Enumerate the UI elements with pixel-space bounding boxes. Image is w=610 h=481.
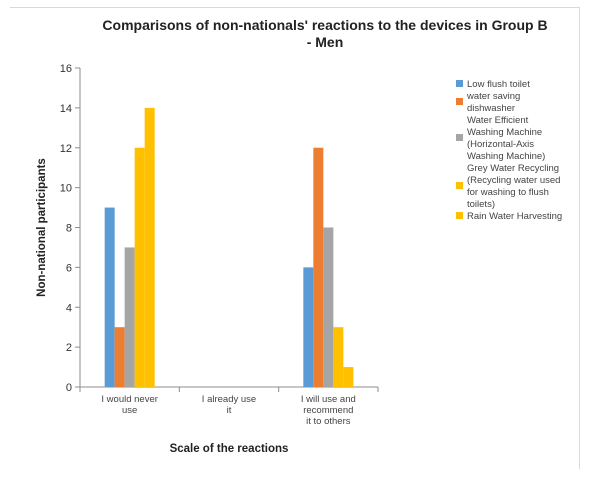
legend-label: for washing to flush — [467, 187, 549, 198]
legend-label: Washing Machine — [467, 127, 542, 138]
bar — [333, 327, 344, 387]
bar — [104, 207, 115, 387]
legend-label: toilets) — [467, 199, 495, 210]
legend-label: Water Efficient — [467, 115, 529, 126]
x-tick-label: I will use and — [301, 394, 356, 405]
y-tick-label: 8 — [66, 223, 72, 235]
legend-label: Low flush toilet — [467, 79, 530, 90]
legend-label: water saving — [466, 91, 520, 102]
legend-swatch — [456, 134, 463, 141]
y-tick-label: 16 — [60, 63, 72, 75]
legend-label: Grey Water Recycling — [467, 163, 559, 174]
legend-swatch — [456, 212, 463, 219]
chart-title-line: - Men — [307, 34, 344, 50]
legend-label: dishwasher — [467, 103, 515, 114]
chart-title-line: Comparisons of non-nationals' reactions … — [102, 17, 547, 33]
chart-frame — [10, 7, 580, 469]
legend-label: (Recycling water used — [467, 175, 560, 186]
legend-swatch — [456, 182, 463, 189]
bar — [323, 227, 334, 387]
x-tick-label: recommend — [303, 405, 353, 416]
y-tick-label: 10 — [60, 183, 72, 195]
x-tick-label: I already use — [202, 394, 256, 405]
bar — [303, 267, 314, 387]
legend-swatch — [456, 80, 463, 87]
y-tick-label: 14 — [60, 103, 72, 115]
x-tick-label: use — [122, 405, 137, 416]
y-axis-title: Non-national participants — [36, 158, 48, 297]
x-tick-label: it to others — [306, 416, 351, 427]
legend-label: Washing Machine) — [467, 151, 545, 162]
bar — [343, 367, 354, 387]
bar — [313, 147, 324, 387]
bar — [124, 247, 135, 387]
y-tick-label: 6 — [66, 262, 72, 274]
bar — [114, 327, 125, 387]
y-tick-label: 2 — [66, 342, 72, 354]
legend-label: (Horizontal-Axis — [467, 139, 534, 150]
y-tick-label: 0 — [66, 382, 72, 394]
legend-swatch — [456, 98, 463, 105]
y-tick-label: 4 — [66, 302, 72, 314]
bar — [134, 147, 145, 387]
x-tick-label: I would never — [101, 394, 158, 405]
y-tick-label: 12 — [60, 143, 72, 155]
bar — [144, 107, 155, 387]
x-tick-label: it — [227, 405, 232, 416]
legend-label: Rain Water Harvesting — [467, 211, 562, 222]
x-axis-title: Scale of the reactions — [170, 443, 289, 455]
